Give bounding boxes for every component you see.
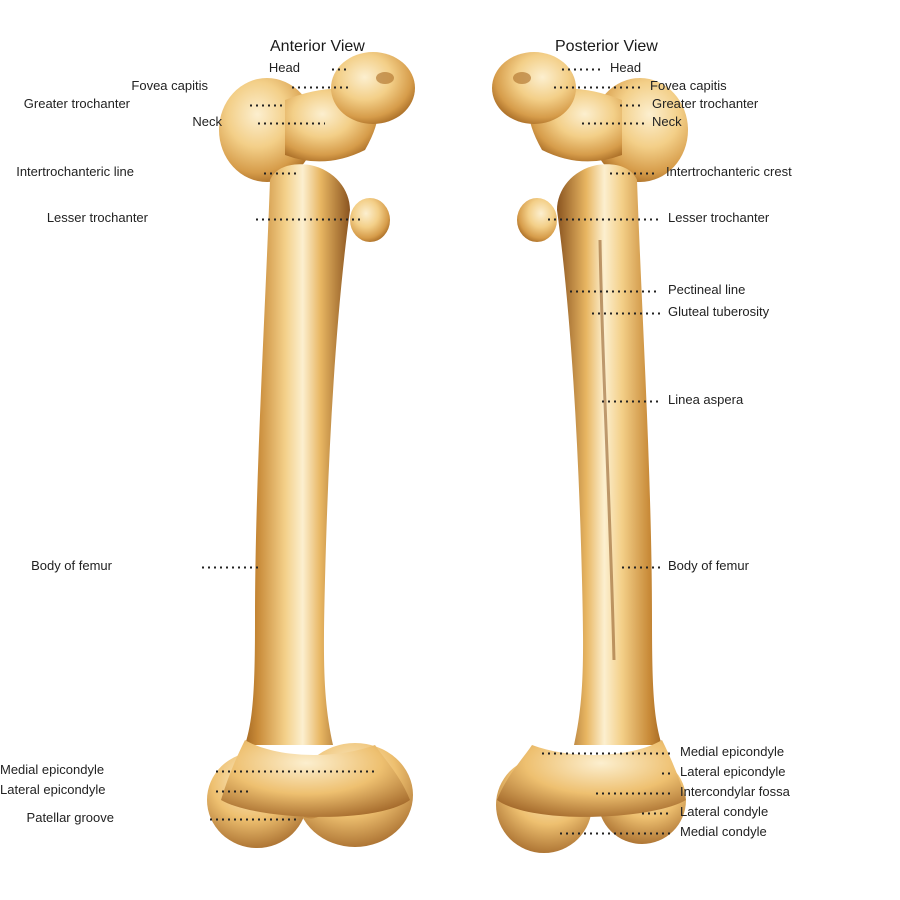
posterior-title: Posterior View: [555, 38, 658, 56]
posterior-leader: [552, 86, 642, 89]
posterior-label: Pectineal line: [668, 283, 745, 296]
posterior-label: Medial epicondyle: [680, 745, 784, 758]
anterior-label: Medial epicondyle: [0, 763, 100, 776]
posterior-leader: [568, 290, 660, 293]
anterior-label: Body of femur: [0, 559, 112, 572]
anterior-label: Greater trochanter: [0, 97, 130, 110]
posterior-leader: [590, 312, 660, 315]
posterior-leader: [560, 68, 602, 71]
posterior-leader: [546, 218, 660, 221]
anterior-label: Intertrochanteric line: [0, 165, 134, 178]
anterior-leader: [254, 218, 360, 221]
anterior-label: Fovea capitis: [0, 79, 208, 92]
posterior-leader: [618, 104, 644, 107]
posterior-leader: [620, 566, 660, 569]
posterior-label: Lesser trochanter: [668, 211, 769, 224]
posterior-leader: [558, 832, 672, 835]
anterior-leader: [330, 68, 350, 71]
posterior-leader: [640, 812, 672, 815]
posterior-femur: [462, 60, 692, 850]
anterior-leader: [200, 566, 260, 569]
anterior-leader: [214, 770, 375, 773]
anterior-leader: [214, 790, 248, 793]
posterior-leader: [608, 172, 658, 175]
anterior-leader: [248, 104, 285, 107]
femur-diagram: { "canvas": { "w": 900, "h": 900, "bg": …: [0, 0, 900, 900]
posterior-leader: [594, 792, 672, 795]
posterior-label: Gluteal tuberosity: [668, 305, 769, 318]
anterior-leader: [290, 86, 352, 89]
posterior-label: Head: [610, 61, 641, 74]
anterior-label: Head: [0, 61, 300, 74]
posterior-label: Lateral condyle: [680, 805, 768, 818]
posterior-label: Linea aspera: [668, 393, 743, 406]
posterior-leader: [540, 752, 672, 755]
anterior-leader: [256, 122, 325, 125]
posterior-label: Lateral epicondyle: [680, 765, 786, 778]
posterior-label: Fovea capitis: [650, 79, 727, 92]
anterior-femur: [215, 60, 445, 850]
anterior-leader: [262, 172, 300, 175]
anterior-leader: [208, 818, 300, 821]
posterior-label: Intercondylar fossa: [680, 785, 790, 798]
anterior-title: Anterior View: [270, 38, 365, 56]
anterior-label: Lesser trochanter: [0, 211, 148, 224]
anterior-label: Neck: [0, 115, 222, 128]
anterior-label: Patellar groove: [0, 811, 114, 824]
posterior-label: Intertrochanteric crest: [666, 165, 792, 178]
posterior-leader: [660, 772, 672, 775]
posterior-label: Medial condyle: [680, 825, 767, 838]
posterior-leader: [580, 122, 644, 125]
posterior-leader: [600, 400, 660, 403]
posterior-label: Greater trochanter: [652, 97, 758, 110]
posterior-label: Body of femur: [668, 559, 749, 572]
posterior-label: Neck: [652, 115, 682, 128]
anterior-label: Lateral epicondyle: [0, 783, 100, 796]
